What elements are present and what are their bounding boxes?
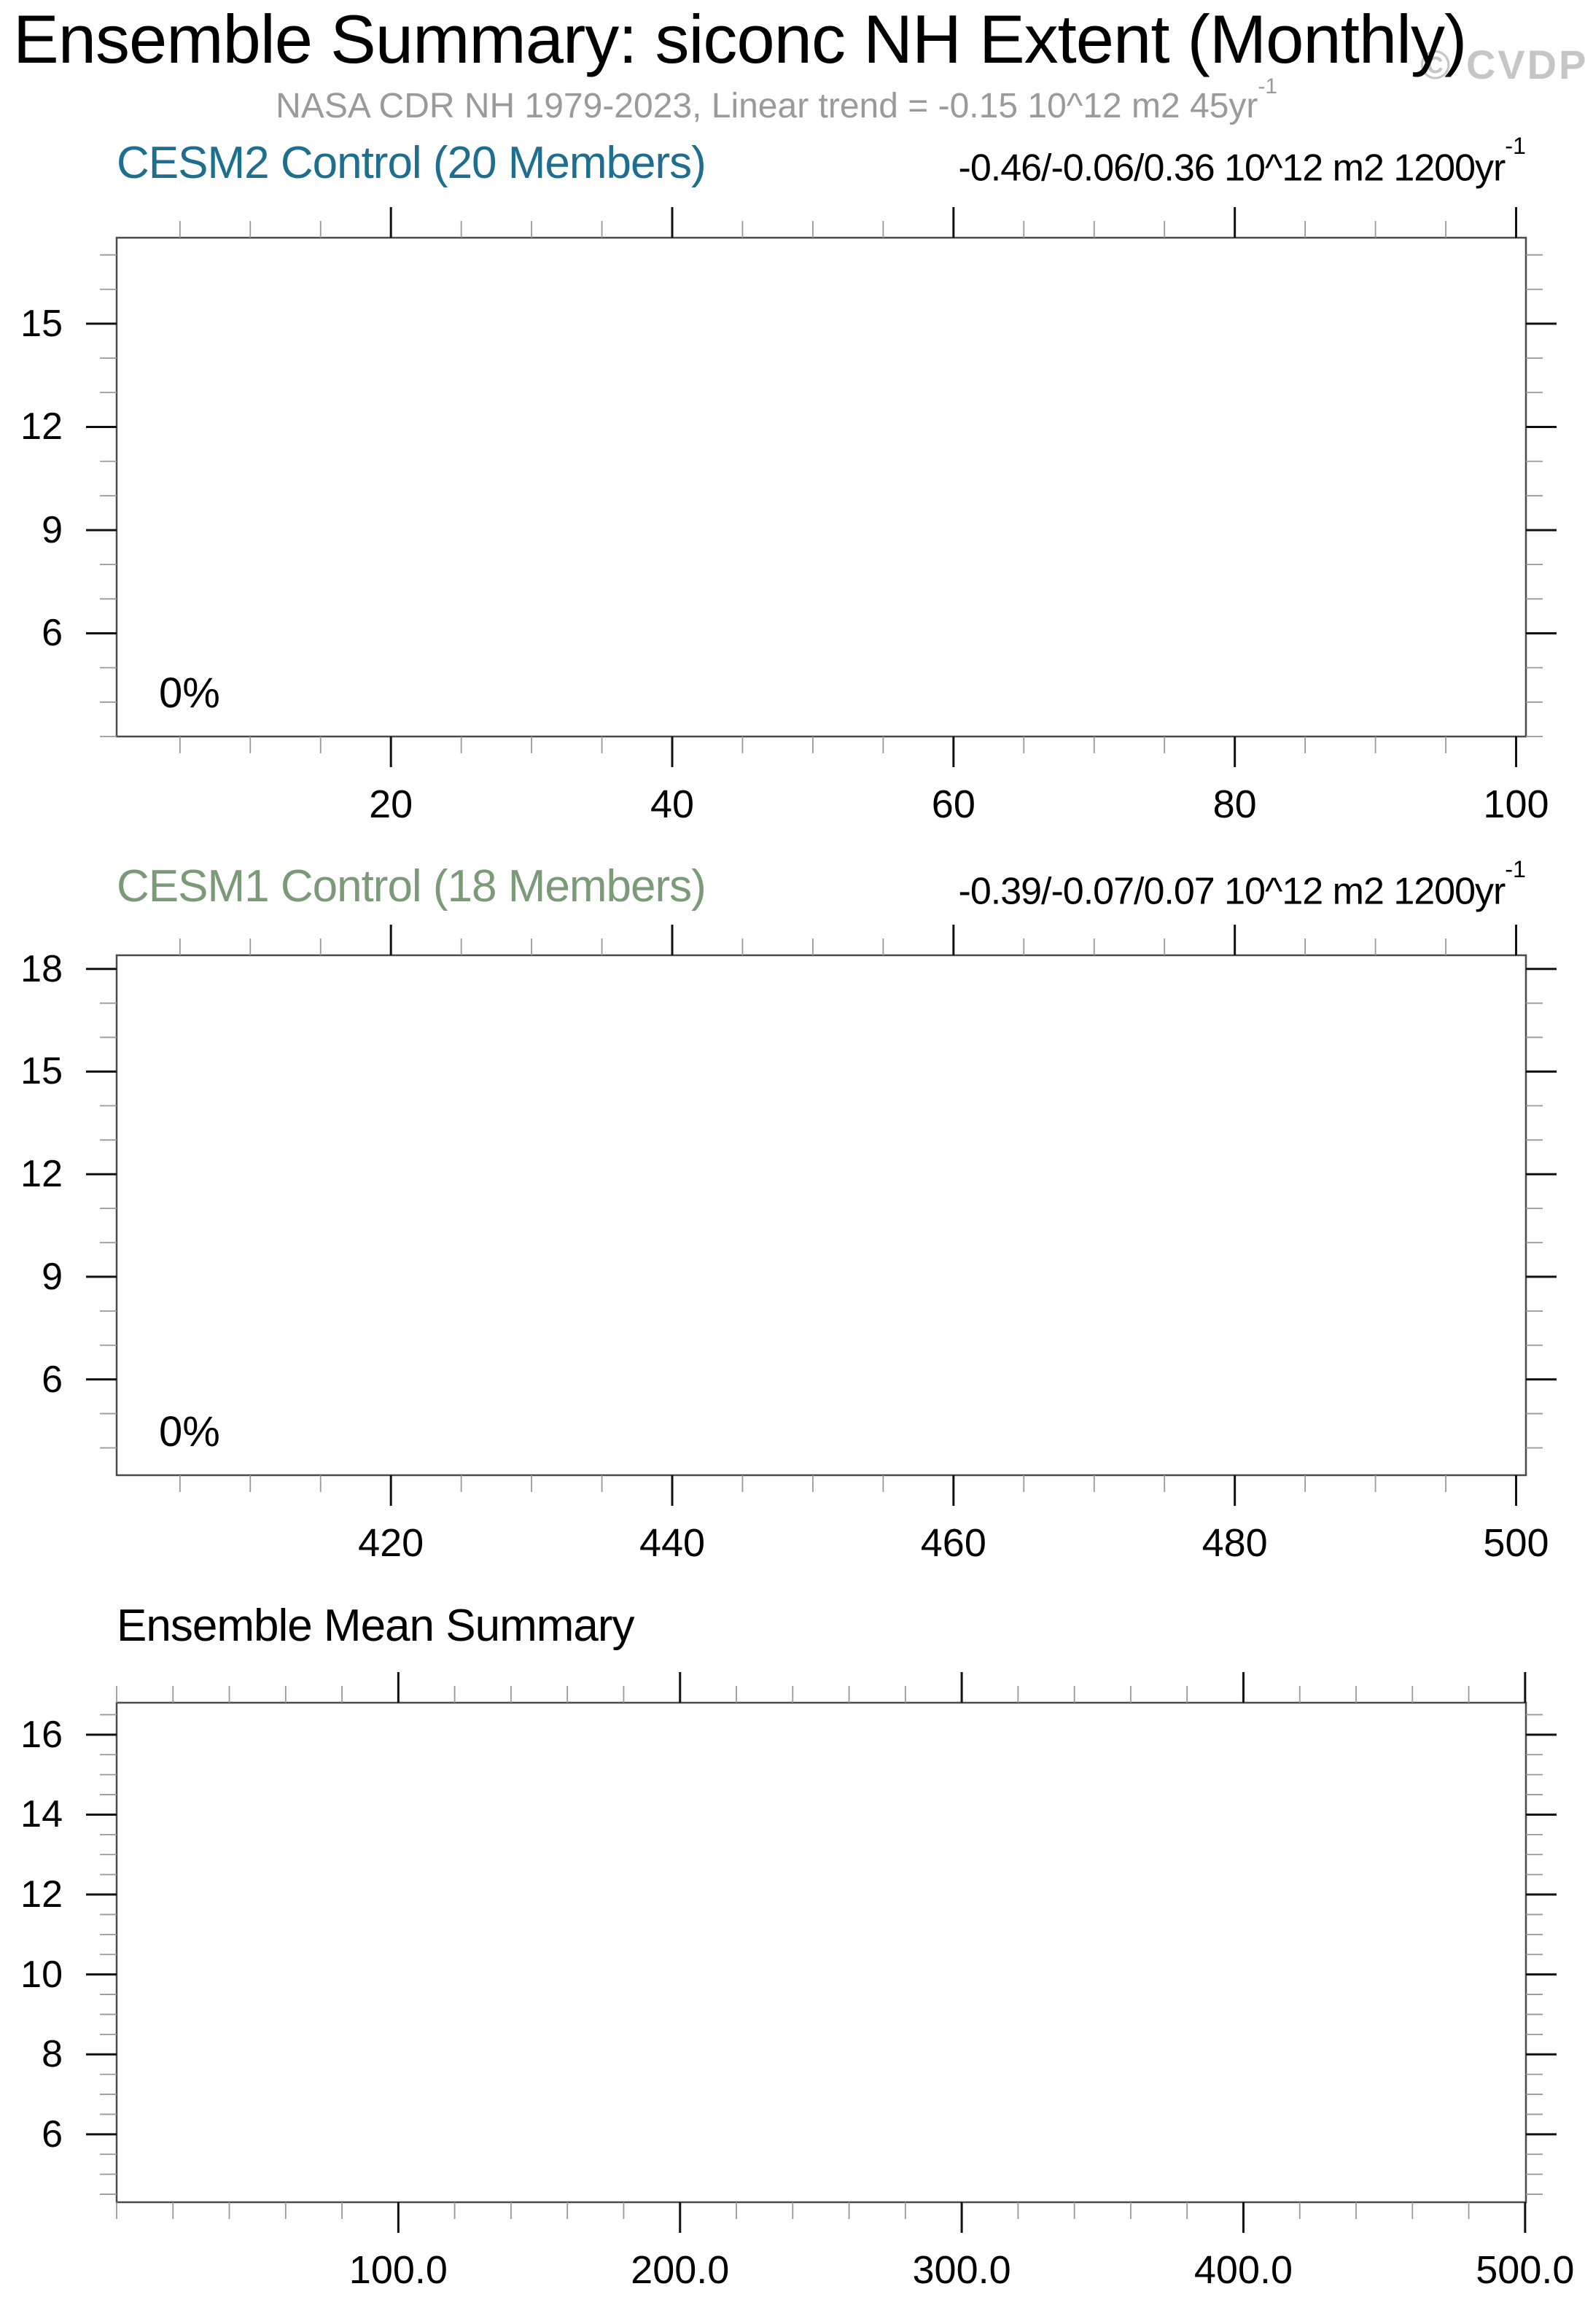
y-tick-label: 12 (20, 405, 63, 448)
y-tick-label: 8 (42, 2033, 63, 2076)
axes-frame-ensemble (86, 1672, 1557, 2233)
frame-rect (115, 236, 1527, 738)
y-tick-label: 15 (20, 302, 63, 345)
x-tick-label: 460 (920, 1521, 986, 1565)
panel-heading-ensemble-mean: Ensemble Mean Summary (117, 1601, 634, 1651)
x-tick-label: 200.0 (631, 2248, 730, 2292)
x-tick-label: 40 (650, 782, 695, 826)
zero-percent-label: 0% (159, 669, 220, 717)
panel-heading-cesm1-control: CESM1 Control (18 Members) (117, 861, 706, 912)
y-tick-label: 16 (20, 1713, 63, 1756)
x-tick-label: 100.0 (348, 2248, 448, 2292)
y-tick-label: 12 (20, 1153, 63, 1196)
axes-frame-cesm1 (86, 925, 1557, 1506)
y-tick-label: 10 (20, 1953, 63, 1996)
x-tick-label: 480 (1202, 1521, 1268, 1565)
plot-area-cesm1-control: 0% 420 440 460 480 500 6 9 12 15 18 (20, 925, 1557, 1565)
x-tick-label: 500 (1483, 1521, 1549, 1565)
x-tick-label: 420 (358, 1521, 424, 1565)
plot-area-cesm2-control: 0% 20 40 60 80 100 6 9 12 15 (20, 207, 1557, 826)
x-tick-label: 20 (369, 782, 413, 826)
frame-rect (115, 1701, 1527, 2204)
figure-subtitle: NASA CDR NH 1979-2023, Linear trend = -0… (29, 74, 1524, 126)
subtitle-superscript: -1 (1258, 74, 1277, 98)
y-tick-labels: 6 9 12 15 (0, 238, 63, 737)
y-tick-label: 6 (42, 1358, 63, 1401)
x-tick-labels: 420 440 460 480 500 (117, 1521, 1549, 1573)
x-tick-label: 300.0 (912, 2248, 1011, 2292)
y-tick-labels: 6 8 10 12 14 16 (0, 1703, 63, 2202)
trend-stats-text: -0.39/-0.07/0.07 10^12 m2 1200yr (958, 870, 1506, 913)
subtitle-text: NASA CDR NH 1979-2023, Linear trend = -0… (276, 87, 1258, 125)
x-tick-labels: 100.0 200.0 300.0 400.0 500.0 (117, 2248, 1575, 2300)
plot-area-ensemble-mean: 100.0 200.0 300.0 400.0 500.0 6 8 10 12 14 16 (20, 1672, 1574, 2292)
y-tick-label: 9 (42, 508, 63, 551)
y-tick-label: 14 (20, 1793, 63, 1836)
x-tick-label: 500.0 (1476, 2248, 1575, 2292)
x-tick-label: 440 (639, 1521, 706, 1565)
panel-trend-stats-cesm1: -0.39/-0.07/0.07 10^12 m2 1200yr-1 (958, 856, 1526, 913)
trend-stats-text: -0.46/-0.06/0.36 10^12 m2 1200yr (958, 147, 1506, 190)
y-tick-label: 6 (42, 612, 63, 655)
y-tick-labels: 6 9 12 15 18 (0, 948, 63, 1475)
zero-percent-label: 0% (159, 1408, 220, 1456)
trend-stats-superscript: -1 (1505, 856, 1526, 883)
y-tick-label: 9 (42, 1255, 63, 1298)
x-tick-label: 100 (1483, 782, 1549, 826)
x-tick-labels: 20 40 60 80 100 (117, 782, 1549, 834)
frame-rect (115, 954, 1527, 1477)
y-tick-label: 15 (20, 1050, 63, 1093)
x-tick-label: 80 (1212, 782, 1257, 826)
panel-heading-cesm2-control: CESM2 Control (20 Members) (117, 138, 706, 188)
y-tick-label: 6 (42, 2113, 63, 2156)
trend-stats-superscript: -1 (1505, 133, 1526, 160)
cvdp-watermark: © CVDP (1420, 42, 1585, 88)
x-tick-label: 60 (931, 782, 975, 826)
y-tick-label: 18 (20, 947, 63, 990)
y-tick-label: 12 (20, 1873, 63, 1916)
axes-frame-cesm2 (86, 207, 1557, 767)
figure-title: Ensemble Summary: siconc NH Extent (Mont… (13, 1, 1467, 77)
panel-trend-stats-cesm2: -0.46/-0.06/0.36 10^12 m2 1200yr-1 (958, 133, 1526, 190)
x-tick-label: 400.0 (1193, 2248, 1293, 2292)
